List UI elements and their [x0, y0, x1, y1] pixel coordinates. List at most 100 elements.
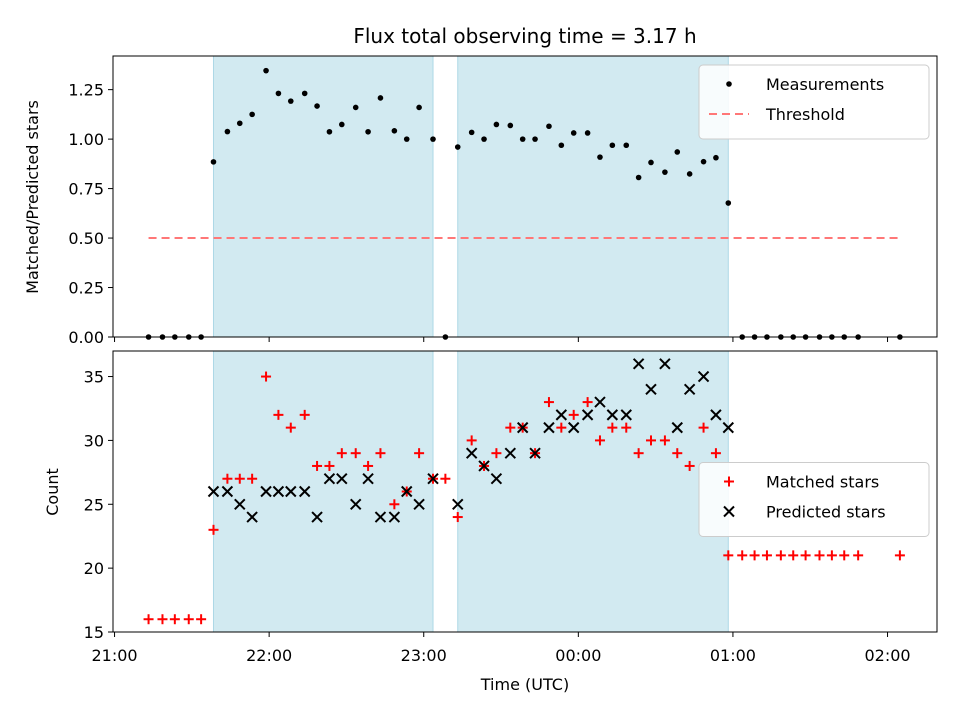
- x-tick-label: 23:00: [401, 646, 447, 665]
- predicted-stars-point: [401, 485, 413, 498]
- legend-label: Matched stars: [766, 473, 879, 492]
- matched-stars-point: [143, 614, 154, 625]
- matched-stars-point: [826, 550, 837, 561]
- ratio-panel-ylabel: Matched/Predicted stars: [23, 100, 42, 294]
- ratio-panel-frame: [112, 55, 938, 338]
- legend-marker-dot: [726, 81, 732, 87]
- matched-stars-point: [775, 550, 786, 561]
- measurement-point: [546, 123, 552, 130]
- predicted-stars-point: [543, 421, 555, 434]
- measurement-point: [597, 154, 603, 160]
- legend-box: [698, 64, 930, 140]
- matched-stars-point: [440, 473, 451, 484]
- measurement-point: [635, 174, 642, 181]
- matched-stars-point: [414, 448, 425, 459]
- measurement-point: [275, 90, 282, 97]
- chart-title: Flux total observing time = 3.17 h: [353, 24, 696, 48]
- matched-stars-point: [788, 550, 799, 561]
- matched-stars-point: [273, 409, 284, 420]
- measurement-point: [468, 129, 475, 136]
- predicted-stars-point: [659, 358, 671, 370]
- measurement-point: [507, 122, 514, 129]
- predicted-stars-point: [272, 485, 285, 498]
- measurement-point: [558, 142, 565, 149]
- predicted-stars-point: [504, 447, 517, 459]
- measurement-point: [210, 159, 217, 165]
- predicted-stars-point: [710, 409, 722, 421]
- measurement-point: [648, 159, 654, 166]
- predicted-stars-point: [683, 383, 696, 396]
- measurement-point: [236, 120, 243, 127]
- matched-stars-point: [466, 435, 477, 446]
- predicted-stars-point: [697, 370, 710, 383]
- y-tick-label: 0.25: [68, 279, 104, 298]
- matched-stars-point: [336, 448, 347, 459]
- matched-stars-point: [505, 422, 516, 433]
- measurement-point: [287, 98, 294, 104]
- observing-interval-shade: [212, 55, 434, 338]
- predicted-stars-point: [671, 421, 683, 434]
- count-panel: 15 20 25 30 35 Count Matched stars Predicted …: [43, 350, 938, 642]
- matched-stars-point: [363, 460, 374, 471]
- matched-stars-point: [607, 422, 618, 433]
- predicted-stars-point: [388, 511, 401, 523]
- matched-stars-point: [621, 422, 632, 433]
- predicted-stars-point: [427, 473, 439, 485]
- measurement-point: [430, 136, 436, 142]
- matched-stars-point: [723, 550, 734, 561]
- predicted-stars-point: [645, 383, 657, 396]
- y-tick-label: 35: [84, 368, 104, 387]
- legend-marker-x: [723, 505, 735, 518]
- matched-stars-point: [157, 614, 168, 625]
- measurement-point: [416, 104, 422, 111]
- measurement-point: [570, 130, 577, 136]
- predicted-stars-point: [567, 421, 580, 434]
- matched-stars-point: [375, 448, 386, 459]
- matched-stars-point: [208, 524, 219, 535]
- measurement-point: [725, 200, 732, 206]
- y-tick-label: 0.75: [68, 180, 104, 199]
- predicted-stars-point: [246, 511, 258, 523]
- observing-interval-shade: [212, 350, 434, 633]
- measurement-point: [623, 142, 630, 149]
- x-tick-label: 21:00: [91, 646, 137, 665]
- matched-stars-point: [853, 550, 864, 561]
- measurement-point: [662, 169, 668, 175]
- matched-stars-point: [645, 435, 656, 446]
- measurement-point: [700, 158, 707, 165]
- matched-stars-point: [196, 614, 207, 625]
- y-tick-label: 25: [84, 495, 104, 514]
- matched-stars-point: [761, 550, 772, 561]
- predicted-stars-point: [516, 421, 529, 434]
- predicted-stars-point: [207, 485, 220, 498]
- matched-stars-point: [169, 614, 180, 625]
- legend-label: Measurements: [766, 75, 884, 94]
- predicted-stars-point: [260, 485, 272, 498]
- matched-stars-point: [312, 460, 323, 471]
- matched-stars-point: [389, 499, 400, 510]
- measurement-point: [454, 144, 461, 150]
- predicted-stars-point: [413, 498, 425, 510]
- y-tick-label: 0.00: [68, 328, 104, 347]
- measurement-point: [391, 128, 398, 134]
- matched-stars-point: [350, 448, 361, 459]
- measurement-point: [352, 104, 359, 111]
- matched-stars-point: [568, 409, 579, 420]
- x-tick-label: 00:00: [555, 646, 601, 665]
- matched-stars-point: [543, 397, 554, 408]
- y-tick-label: 1.25: [68, 81, 104, 100]
- x-tick-label: 01:00: [710, 646, 756, 665]
- predicted-stars-point: [465, 447, 478, 459]
- measurement-point: [301, 90, 308, 97]
- predicted-stars-point: [311, 511, 323, 523]
- matched-stars-point: [491, 448, 502, 459]
- matched-stars-point: [183, 614, 194, 625]
- matched-stars-point: [800, 550, 811, 561]
- x-axis-label: Time (UTC): [480, 675, 569, 694]
- predicted-stars-point: [620, 409, 632, 421]
- matched-stars-point: [324, 460, 335, 471]
- predicted-stars-point: [722, 421, 735, 434]
- predicted-stars-point: [632, 358, 645, 370]
- y-tick-label: 20: [84, 559, 104, 578]
